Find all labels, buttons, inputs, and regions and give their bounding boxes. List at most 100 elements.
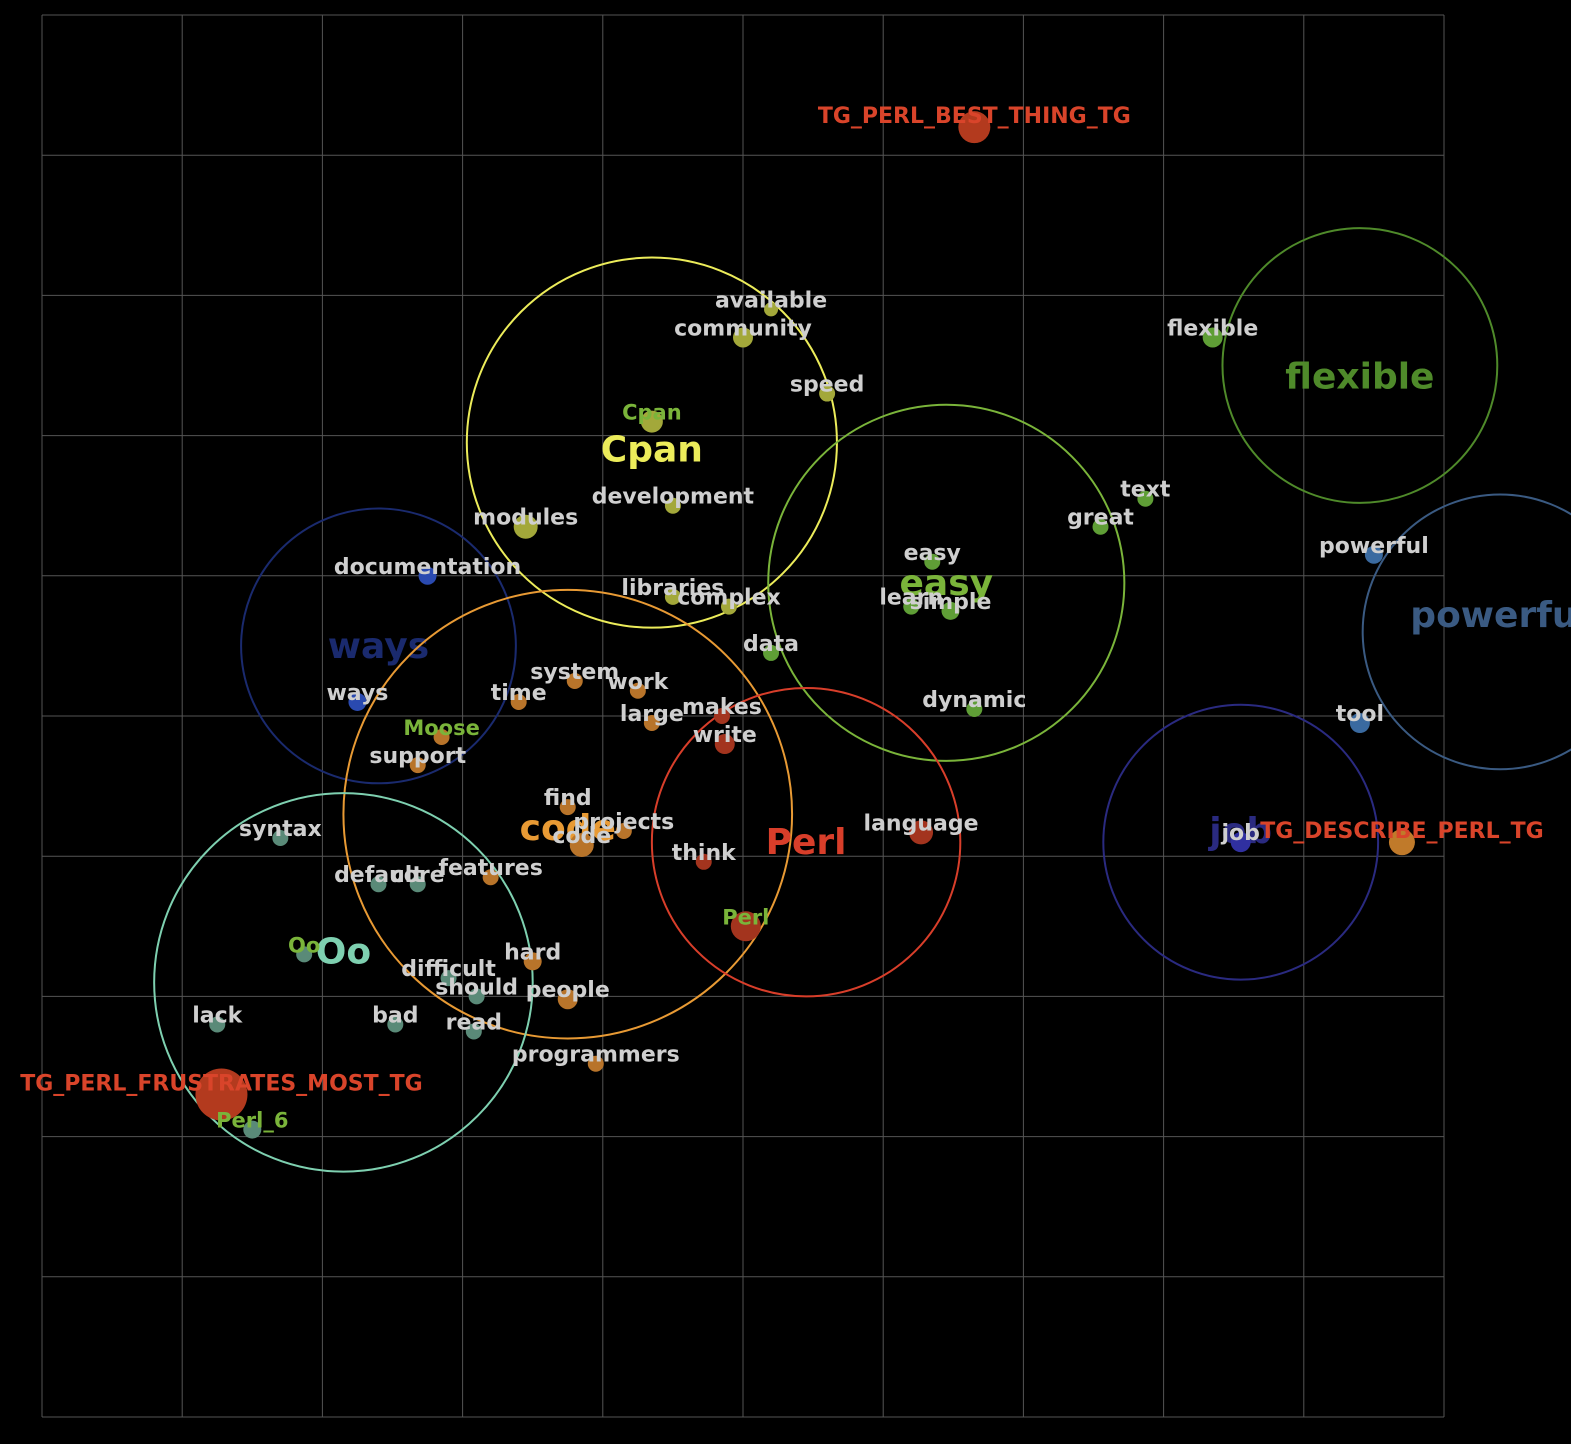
point-find [559, 799, 576, 816]
point-available [764, 302, 779, 317]
point-label-easy: easy [904, 541, 961, 566]
point-label-syntax: syntax [239, 817, 322, 842]
point-powerful [1364, 545, 1383, 564]
point-label-read: read [446, 1010, 502, 1035]
point-label-perl-6: Perl_6 [216, 1109, 288, 1133]
point-large [643, 715, 660, 732]
point-label-system: system [530, 660, 619, 685]
point-label-speed: speed [790, 373, 864, 398]
word-points [195, 111, 1415, 1139]
point-text [1137, 490, 1154, 507]
point-default [370, 876, 387, 893]
point-label-large: large [620, 702, 684, 727]
point-label-tg-perl-frustrates-most-tg: TG_PERL_FRUSTRATES_MOST_TG [20, 1072, 423, 1097]
point-oo [296, 946, 313, 963]
point-label-code: code [552, 824, 611, 849]
point-label-features: features [438, 856, 542, 881]
point-tg-perl-frustrates-most-tg [195, 1068, 248, 1121]
point-label-time: time [491, 681, 547, 706]
point-cpan [640, 410, 663, 433]
point-label-job: job [1221, 821, 1260, 846]
point-label-difficult: difficult [401, 957, 496, 982]
point-label-cpan: Cpan [622, 401, 682, 425]
point-label-tool: tool [1336, 702, 1384, 727]
point-write [714, 734, 735, 755]
point-label-complex: complex [677, 586, 780, 611]
point-label-makes: makes [682, 695, 762, 720]
point-label-projects: projects [573, 810, 674, 835]
point-flexible [1202, 327, 1223, 348]
point-tg-perl-best-thing-tg [958, 111, 991, 144]
point-bad [387, 1016, 404, 1033]
point-programmers [587, 1055, 604, 1072]
point-learn [903, 598, 920, 615]
point-label-text: text [1120, 478, 1171, 503]
point-features [482, 869, 499, 886]
point-label-flexible: flexible [1167, 316, 1258, 341]
point-label-development: development [592, 485, 755, 510]
cluster-label-oo: Oo [316, 932, 371, 973]
point-development [664, 497, 681, 514]
point-label-modules: modules [473, 506, 578, 531]
point-label-lack: lack [192, 1003, 243, 1028]
point-label-tg-describe-perl-tg: TG_DESCRIBE_PERL_TG [1260, 819, 1543, 844]
point-time [510, 693, 527, 710]
point-label-people: people [526, 978, 610, 1003]
point-tg-describe-perl-tg [1388, 829, 1415, 856]
cluster-label-easy: easy [899, 563, 993, 604]
point-perl [730, 911, 761, 942]
point-should [468, 988, 485, 1005]
point-perl-6 [243, 1120, 262, 1139]
cluster-circle-ways [240, 507, 517, 785]
cluster-label-flexible: flexible [1285, 357, 1434, 398]
point-support [409, 757, 426, 774]
cluster-circle-code [342, 588, 794, 1040]
point-label-learn: learn [879, 586, 943, 611]
point-simple [941, 601, 960, 620]
point-label-tg-perl-best-thing-tg: TG_PERL_BEST_THING_TG [818, 104, 1131, 129]
point-label-libraries: libraries [621, 576, 724, 601]
point-language [909, 820, 934, 845]
point-moose [433, 729, 450, 746]
point-label-data: data [743, 632, 799, 657]
cluster-circle-oo [153, 792, 534, 1173]
point-lack [209, 1016, 226, 1033]
point-data [763, 644, 780, 661]
point-label-support: support [369, 744, 466, 769]
point-complex [720, 598, 737, 615]
cluster-circle-easy [767, 403, 1126, 762]
point-label-hard: hard [504, 940, 561, 965]
point-label-powerful: powerful [1319, 534, 1429, 559]
point-label-core: core [391, 863, 445, 888]
point-label-perl: Perl [722, 905, 769, 929]
point-code [569, 832, 594, 857]
cluster-circles: Cpan flexible easy powerful ways code Perl job O… [153, 227, 1571, 1173]
point-label-documentation: documentation [334, 555, 521, 580]
cluster-label-powerful: powerful [1410, 595, 1571, 636]
cluster-label-cpan: Cpan [601, 430, 703, 471]
point-speed [819, 385, 836, 402]
point-job [1230, 832, 1251, 853]
point-label-think: think [672, 841, 737, 866]
cluster-circle-powerful [1361, 493, 1571, 771]
point-label-write: write [693, 723, 757, 748]
point-dynamic [966, 700, 983, 717]
point-label-programmers: programmers [512, 1043, 680, 1068]
point-label-ways: ways [326, 681, 388, 706]
cluster-circle-job [1102, 703, 1380, 981]
cluster-label-ways: ways [328, 626, 429, 667]
point-label-default: default [334, 863, 423, 888]
point-system [566, 672, 583, 689]
point-label-should: should [435, 975, 518, 1000]
point-hard [523, 952, 542, 971]
point-label-work: work [607, 670, 669, 695]
point-great [1092, 518, 1109, 535]
point-makes [713, 708, 730, 724]
point-ways [348, 692, 367, 711]
cluster-label-perl: Perl [766, 822, 847, 863]
point-modules [513, 514, 538, 539]
point-tool [1349, 713, 1370, 734]
point-think [695, 853, 712, 870]
